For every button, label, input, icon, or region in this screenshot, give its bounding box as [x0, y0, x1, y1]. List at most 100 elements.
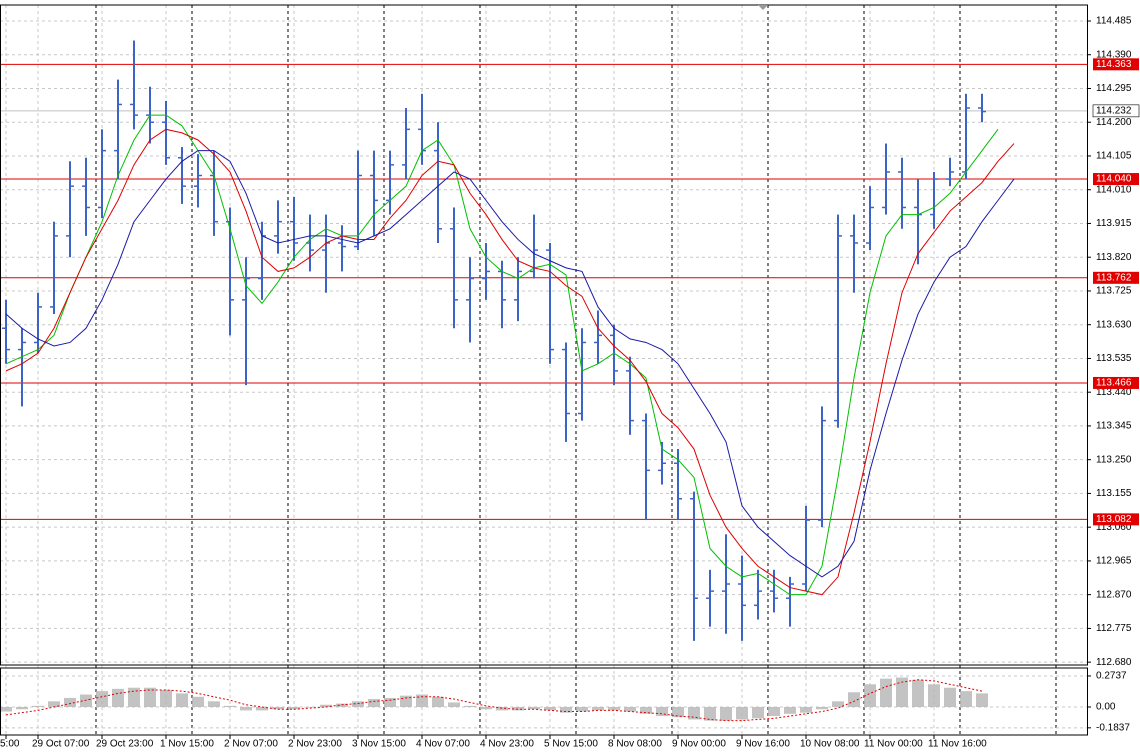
- histogram-bar: [880, 678, 892, 707]
- histogram-bar: [336, 703, 348, 707]
- histogram-bar: [528, 706, 540, 710]
- histogram-bar: [0, 706, 12, 712]
- histogram-bar: [768, 706, 780, 717]
- level-label: 113.082: [1096, 514, 1132, 525]
- histogram-bar: [176, 693, 188, 707]
- level-label: 114.040: [1096, 174, 1132, 185]
- y-tick-label: 113.440: [1096, 387, 1132, 398]
- x-tick-label: 11 Nov 16:00: [928, 739, 987, 750]
- x-tick-label: 4 Nov 07:00: [416, 739, 470, 750]
- x-tick-label: 1 Nov 15:00: [160, 739, 214, 750]
- histogram-bar: [320, 704, 332, 707]
- x-tick-label: 3 Nov 15:00: [352, 739, 406, 750]
- y-tick-label: 113.155: [1096, 488, 1132, 499]
- histogram-bar: [816, 706, 828, 710]
- histogram-bar: [784, 706, 796, 714]
- histogram-bar: [48, 701, 60, 707]
- histogram-bar: [368, 699, 380, 707]
- histogram-bar: [720, 706, 732, 721]
- histogram-bar: [496, 706, 508, 711]
- histogram-bar: [704, 706, 716, 721]
- level-label: 114.363: [1096, 59, 1132, 70]
- histogram-bar: [160, 689, 172, 707]
- level-tag: [1093, 513, 1139, 526]
- histogram-bar: [896, 677, 908, 707]
- y-tick-label: -0.1837: [1096, 722, 1130, 733]
- histogram-bar: [640, 706, 652, 714]
- histogram-bar: [144, 687, 156, 707]
- histogram-bar: [464, 705, 476, 707]
- level-tag: [1093, 58, 1139, 71]
- y-tick-label: 113.820: [1096, 252, 1132, 263]
- histogram-bar: [288, 706, 300, 710]
- histogram-bar: [848, 692, 860, 707]
- y-tick-label: 113.345: [1096, 421, 1132, 432]
- y-tick-label: 0.00: [1096, 702, 1116, 713]
- y-tick-label: 114.390: [1096, 49, 1132, 60]
- moving-average: [5, 114, 999, 596]
- y-tick-label: 114.485: [1096, 16, 1132, 27]
- y-tick-label: 112.965: [1096, 556, 1132, 567]
- histogram-bar: [304, 706, 316, 708]
- moving-average: [5, 150, 1015, 578]
- histogram-bar: [592, 706, 604, 711]
- y-tick-label: 112.870: [1096, 589, 1132, 600]
- x-tick-label: 29 Oct 23:00: [96, 739, 154, 750]
- level-label: 113.762: [1096, 272, 1132, 283]
- y-tick-label: 114.295: [1096, 83, 1132, 94]
- histogram-bar: [448, 702, 460, 707]
- level-tag: [1093, 271, 1139, 284]
- histogram-bar: [736, 706, 748, 720]
- histogram-bar: [912, 679, 924, 707]
- scroll-marker: [758, 5, 768, 10]
- price-frame: [0, 4, 1088, 666]
- histogram-bar: [864, 684, 876, 707]
- last-price-tag: [1092, 104, 1140, 118]
- y-tick-label: 112.680: [1096, 657, 1132, 668]
- y-tick-label: 113.250: [1096, 454, 1132, 465]
- x-tick-label: 9 Nov 16:00: [736, 739, 790, 750]
- histogram-bar: [240, 706, 252, 711]
- y-tick-label: 114.200: [1096, 117, 1132, 128]
- histogram-bar: [128, 687, 140, 707]
- histogram-bar: [208, 701, 220, 707]
- histogram-bar: [272, 706, 284, 710]
- level-tag: [1093, 173, 1139, 186]
- histogram-bar: [192, 696, 204, 707]
- signal-line: [5, 679, 983, 722]
- histogram-bar: [576, 706, 588, 712]
- x-tick-label: 29 Oct 07:00: [32, 739, 90, 750]
- x-tick-label: 5 Nov 15:00: [544, 739, 598, 750]
- histogram-bar: [672, 706, 684, 718]
- histogram-bar: [624, 706, 636, 712]
- histogram-bar: [656, 706, 668, 717]
- histogram-bar: [384, 697, 396, 707]
- histogram-bar: [400, 695, 412, 707]
- moving-average: [5, 128, 1015, 596]
- histogram-bar: [416, 694, 428, 707]
- last-price-label: 114.232: [1096, 105, 1132, 116]
- histogram-bar: [480, 706, 492, 710]
- y-tick-label: 114.010: [1096, 184, 1132, 195]
- y-tick-label: 113.535: [1096, 353, 1132, 364]
- x-tick-label: 2 Nov 07:00: [224, 739, 278, 750]
- histogram-bar: [224, 705, 236, 707]
- histogram-bar: [16, 706, 28, 710]
- histogram-bar: [832, 701, 844, 707]
- histogram-bar: [960, 691, 972, 707]
- histogram-bar: [944, 687, 956, 707]
- histogram-bar: [352, 701, 364, 707]
- histogram-bar: [688, 706, 700, 720]
- histogram-bar: [560, 706, 572, 713]
- histogram-bar: [976, 693, 988, 707]
- histogram-bar: [432, 696, 444, 707]
- x-tick-label: 9 Nov 00:00: [672, 739, 726, 750]
- x-tick-label: 10 Nov 08:00: [800, 739, 860, 750]
- y-tick-label: 113.915: [1096, 218, 1132, 229]
- histogram-bar: [32, 705, 44, 707]
- x-tick-label: 5:00: [0, 739, 20, 750]
- y-tick-label: 113.060: [1096, 522, 1132, 533]
- histogram-bar: [96, 691, 108, 707]
